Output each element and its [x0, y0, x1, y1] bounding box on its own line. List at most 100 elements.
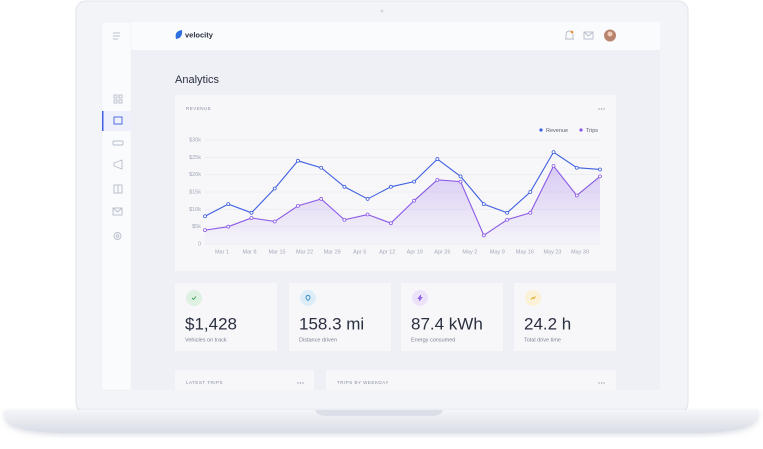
- point: [388, 184, 393, 189]
- point: [272, 219, 277, 224]
- card-menu[interactable]: [297, 382, 605, 384]
- point: [342, 184, 347, 189]
- y-tick-label: $30k: [189, 137, 201, 143]
- y-tick-label: $10k: [189, 207, 201, 213]
- stat-label: Distance driven: [299, 337, 337, 343]
- notifications[interactable]: [565, 30, 574, 40]
- menu-button[interactable]: [113, 32, 120, 40]
- nav-icons[interactable]: [112, 94, 124, 240]
- point: [458, 179, 463, 184]
- stat-value: $1,428: [185, 314, 237, 333]
- point: [296, 203, 300, 208]
- stat-glyph: [305, 295, 311, 302]
- point: [226, 202, 231, 207]
- area: [205, 166, 600, 244]
- x-tick-label: May 16: [516, 249, 534, 255]
- stat-value: 87.4 kWh: [411, 314, 483, 333]
- line: [204, 164, 601, 237]
- point: [528, 190, 533, 194]
- nav-indicator: [102, 111, 104, 131]
- chart: 0 $5k $10k $15k $20k $25k $30k Mar 1 Mar 8 Mar 15…: [189, 128, 602, 255]
- point: [574, 193, 579, 198]
- point: [435, 157, 440, 161]
- legend-label: Trips: [586, 128, 598, 134]
- stat-label: Energy consumed: [411, 337, 455, 343]
- legend-marker: [539, 128, 543, 132]
- point: [528, 210, 533, 215]
- point: [249, 216, 254, 220]
- point: [551, 150, 556, 155]
- x-tick-label: Mar 15: [269, 249, 286, 255]
- point: [388, 221, 393, 226]
- x-tick-label: May 23: [543, 249, 561, 255]
- chart-title: REVENUE: [186, 106, 211, 111]
- stat-glyph: [530, 296, 536, 300]
- card-menu[interactable]: [598, 108, 605, 110]
- y-tick-label: $5k: [192, 224, 201, 230]
- y-tick-label: $15k: [189, 189, 201, 195]
- stat-value: 158.3 mi: [299, 314, 364, 333]
- x-tick-label: Mar 8: [243, 249, 257, 255]
- laptop-base: [4, 410, 759, 433]
- point: [435, 177, 440, 182]
- stat-label: Vehicles on track: [185, 337, 227, 343]
- x-tick-label: Apr 19: [407, 249, 423, 255]
- point: [203, 228, 207, 233]
- x-tick-label: Apr 5: [353, 249, 366, 255]
- x-tick-label: Apr 12: [379, 249, 395, 255]
- nav-active: [102, 111, 131, 131]
- camera: [380, 9, 384, 13]
- y-tick-label: $25k: [189, 155, 201, 161]
- stat-label: Total drive time: [524, 337, 561, 343]
- y-tick-label: 0: [198, 241, 201, 247]
- avatar-face: [607, 31, 613, 37]
- point: [458, 174, 463, 179]
- point: [296, 158, 300, 163]
- x-tick-label: Mar 29: [324, 249, 341, 255]
- point: [249, 210, 254, 215]
- y-tick-label: $20k: [189, 172, 201, 178]
- point: [598, 167, 602, 172]
- point: [203, 214, 207, 219]
- messages[interactable]: [583, 31, 594, 40]
- card: [326, 370, 616, 390]
- point: [365, 197, 370, 201]
- point: [226, 224, 231, 229]
- line: [204, 151, 601, 217]
- stat-glyph: [417, 294, 423, 302]
- stat-value: 24.2 h: [524, 314, 571, 333]
- page-title: Analytics: [175, 74, 220, 86]
- brand: velocity: [185, 30, 214, 39]
- x-tick-label: Mar 1: [215, 249, 229, 255]
- point: [505, 217, 509, 222]
- point: [574, 165, 579, 170]
- stat-icon: [186, 290, 202, 306]
- point: [365, 212, 370, 217]
- notification-dot: [570, 30, 574, 34]
- point: [598, 174, 602, 179]
- point: [412, 198, 417, 203]
- x-tick-label: Mar 22: [296, 249, 313, 255]
- point: [481, 233, 486, 238]
- notch: [315, 410, 443, 416]
- point: [412, 179, 417, 184]
- legend-label: Revenue: [546, 128, 568, 134]
- x-tick-label: May 9: [490, 249, 505, 255]
- stat-icon: [300, 290, 316, 306]
- logo-icon: [175, 30, 183, 39]
- point: [481, 202, 486, 207]
- top-bar: [102, 22, 660, 50]
- x-tick-label: May 2: [462, 249, 477, 255]
- x-tick-label: May 30: [571, 249, 589, 255]
- point: [319, 197, 324, 201]
- legend-marker: [579, 128, 583, 132]
- card: [175, 370, 314, 390]
- card-title: TRIPS BY WEEKDAY: [337, 380, 389, 385]
- point: [551, 164, 556, 168]
- card-title: LATEST TRIPS: [186, 380, 223, 385]
- stat-glyph: [191, 296, 197, 301]
- x-tick-label: Apr 26: [434, 249, 450, 255]
- point: [342, 217, 347, 222]
- point: [319, 165, 324, 170]
